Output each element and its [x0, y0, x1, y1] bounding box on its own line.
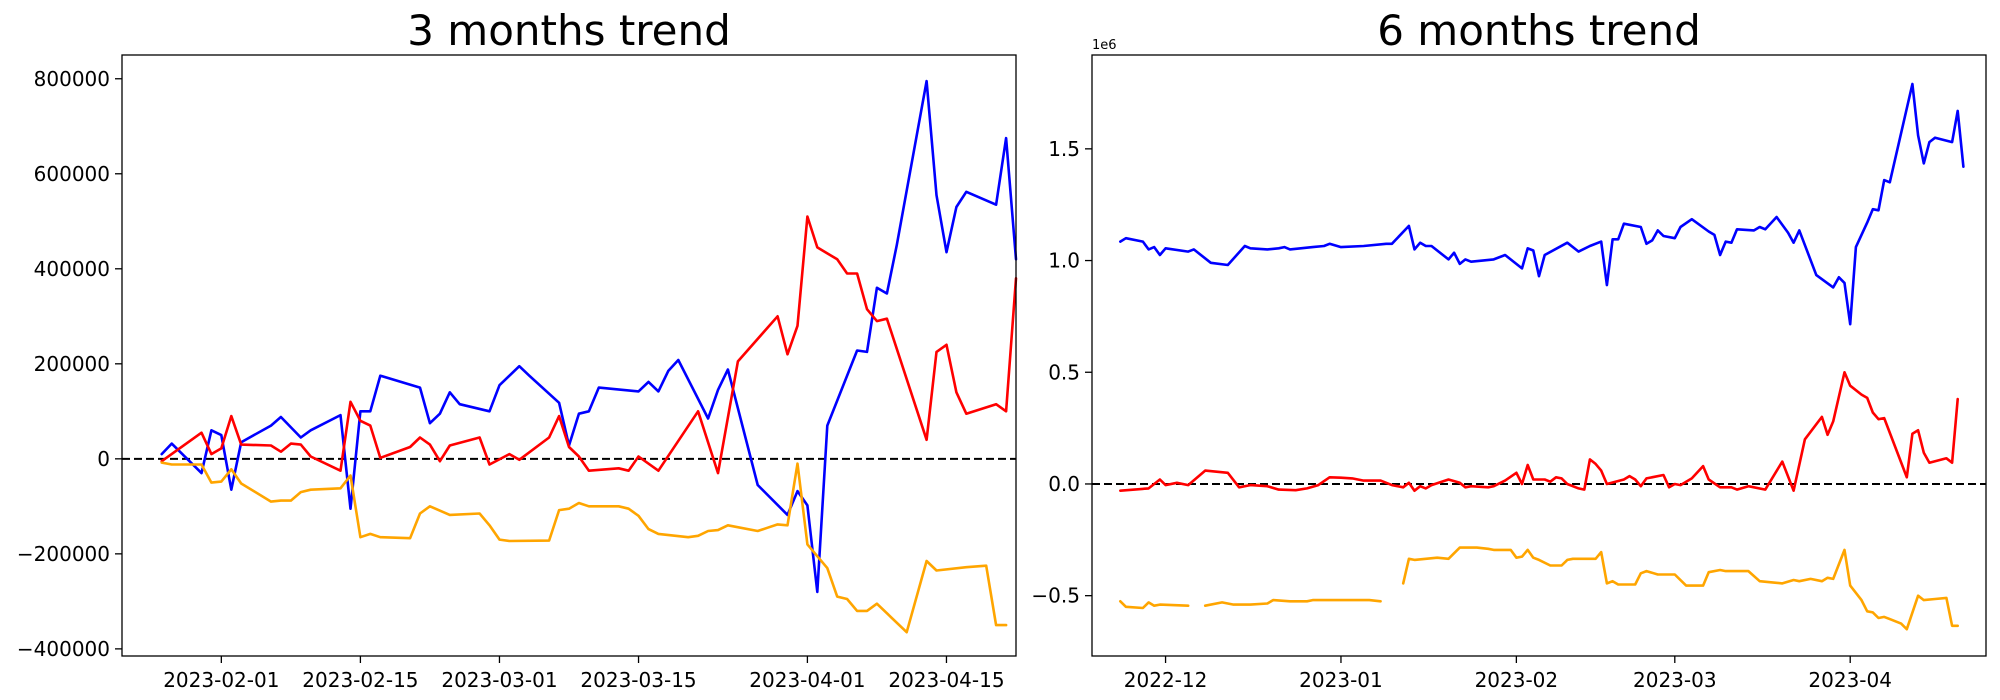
y-tick-label: 200000	[34, 352, 110, 376]
x-tick-label: 2022-12	[1124, 668, 1208, 692]
chart-title: 3 months trend	[407, 6, 731, 55]
series-line-2	[160, 461, 1008, 634]
series-line-4	[1401, 546, 1959, 631]
series-line-1	[1119, 370, 1959, 493]
series-line-2	[1119, 599, 1190, 610]
y-tick-label: 400000	[34, 257, 110, 281]
y-tick-label: −200000	[17, 542, 110, 566]
y-tick-label: 600000	[34, 162, 110, 186]
chart-3-months: 3 months trend −400000 −200000 0 200000 40000…	[17, 6, 1018, 692]
x-tick-label: 2023-02-15	[302, 668, 418, 692]
series-line-3	[1203, 598, 1382, 608]
x-tick-label: 2023-03-01	[441, 668, 557, 692]
axes-frame	[1091, 54, 1987, 657]
x-tick-label: 2023-02-01	[163, 668, 279, 692]
y-tick-label: 1.5	[1048, 137, 1080, 161]
x-tick-label: 2023-04-15	[888, 668, 1004, 692]
series-line-0	[1119, 82, 1965, 326]
y-tick-label: 0.0	[1048, 472, 1080, 496]
axes-frame	[121, 54, 1017, 657]
chart-6-months: 6 months trend 1e6 −0.5 0.0 0.5 1.0 1.5 2022-12…	[1031, 6, 1987, 692]
series-line-0	[160, 79, 1018, 594]
y-tick-label: 0.5	[1048, 360, 1080, 384]
y-tick-label: −400000	[17, 637, 110, 661]
x-tick-label: 2023-03	[1633, 668, 1717, 692]
x-tick-label: 2023-02	[1475, 668, 1559, 692]
series-line-1	[160, 215, 1018, 475]
x-tick-label: 2023-04	[1808, 668, 1892, 692]
x-tick-label: 2023-03-15	[580, 668, 696, 692]
y-tick-label: 1.0	[1048, 249, 1080, 273]
y-tick-label: 0	[97, 447, 110, 471]
chart-title: 6 months trend	[1377, 6, 1701, 55]
y-tick-label: −0.5	[1031, 584, 1080, 608]
x-tick-label: 2023-04-01	[749, 668, 865, 692]
y-tick-label: 800000	[34, 67, 110, 91]
y-offset-label: 1e6	[1092, 38, 1117, 53]
x-tick-label: 2023-01	[1299, 668, 1383, 692]
